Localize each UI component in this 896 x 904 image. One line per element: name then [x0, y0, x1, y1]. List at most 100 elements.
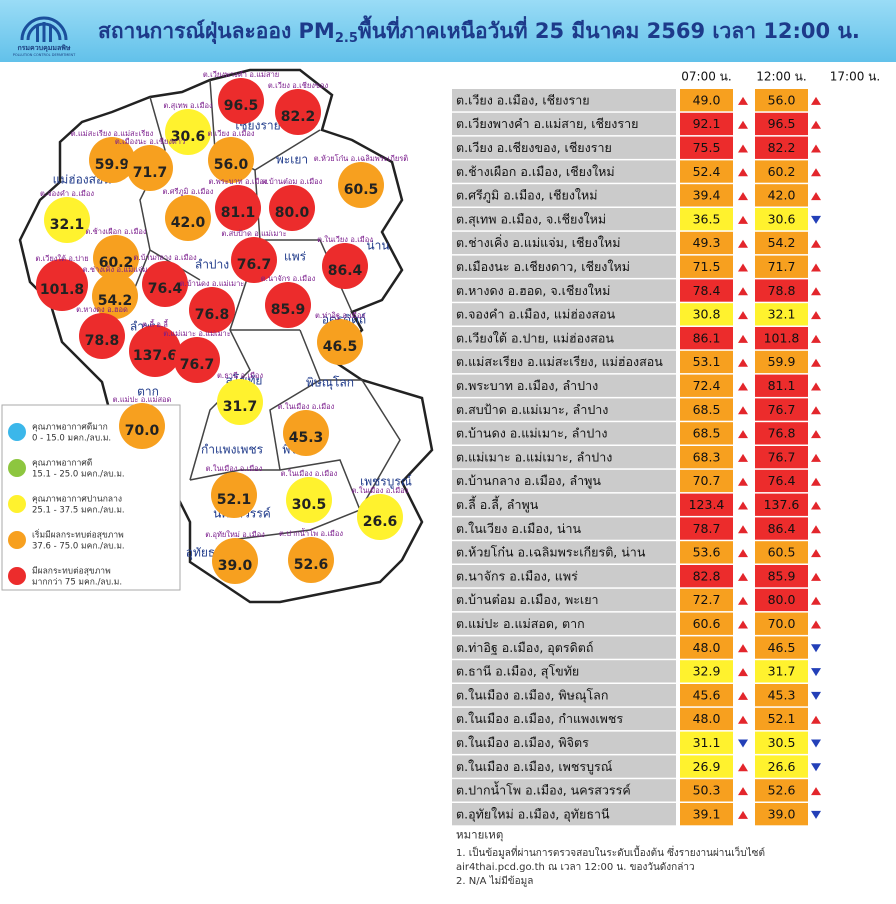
station-cell — [452, 588, 676, 612]
trend-up — [811, 382, 821, 391]
value-text: 76.7 — [768, 402, 796, 417]
bubble-circle — [275, 89, 321, 135]
bubble-circle — [174, 337, 220, 383]
trend-up — [738, 168, 748, 177]
bubble-value: 60.5 — [344, 182, 379, 198]
station-cell — [452, 660, 676, 683]
trend-up — [738, 572, 748, 581]
station-name: ต.ในเมือง อ.เมือง, พิษณุโลก — [456, 687, 608, 703]
value-text: 32.9 — [693, 664, 721, 679]
bubble-circle — [357, 494, 403, 540]
column-header: 07:00 น. — [681, 70, 731, 84]
station-name: ต.ช้างเผือก อ.เมือง, เชียงใหม่ — [456, 164, 615, 179]
title-subscript: 2.5 — [335, 31, 358, 46]
logo-name: กรมควบคุมมลพิษ — [17, 44, 70, 52]
bubble-value: 39.0 — [218, 558, 253, 574]
header-band — [0, 0, 896, 62]
bubble-circle — [269, 185, 315, 231]
bubble-value: 96.5 — [224, 98, 259, 114]
station-cell — [452, 327, 676, 350]
trend-up — [811, 406, 821, 415]
value-cell — [755, 112, 808, 136]
bubble-circle — [265, 282, 311, 328]
station-cell — [452, 684, 676, 707]
value-cell — [680, 517, 733, 540]
legend-swatch — [8, 495, 26, 513]
value-cell — [755, 541, 808, 564]
bubble-circle — [129, 325, 181, 377]
value-text: 26.6 — [768, 759, 796, 774]
value-cell — [680, 255, 733, 278]
trend-up — [811, 168, 821, 177]
trend-up — [811, 311, 821, 320]
value-text: 59.9 — [768, 354, 796, 369]
column-header: 12:00 น. — [756, 70, 806, 84]
bubble-value: 78.8 — [85, 333, 120, 349]
station-name: ต.แม่เมาะ อ.แม่เมาะ, ลำปาง — [456, 449, 612, 464]
station-bubble: ต.ในเมือง อ.เมือง 30.5 — [281, 469, 338, 523]
legend-title: คุณภาพอากาศปานกลาง — [32, 495, 122, 505]
value-text: 71.5 — [693, 259, 721, 274]
trend-up — [811, 453, 821, 462]
province-label: แพร่ — [284, 250, 307, 264]
station-name: ต.บ้านกลาง อ.เมือง, ลำพูน — [456, 473, 601, 489]
station-bubble: ต.เวียง อ.เมือง 56.0 — [207, 129, 255, 183]
value-cell — [680, 660, 733, 683]
value-text: 30.5 — [768, 735, 796, 750]
value-cell — [755, 208, 808, 231]
value-cell — [680, 684, 733, 707]
station-name: ต.ลี้ อ.ลี้, ลำพูน — [456, 495, 539, 513]
value-text: 48.0 — [693, 711, 721, 726]
bubble-circle — [127, 145, 173, 191]
value-text: 52.4 — [693, 164, 721, 179]
bubble-circle — [119, 403, 165, 449]
station-bubble: ต.หางดง อ.ฮอด 78.8 — [76, 305, 128, 359]
station-name: ต.ช่างเคิ่ง อ.แม่แจ่ม, เชียงใหม่ — [456, 234, 621, 250]
province-label: พิษณุโลก — [306, 376, 354, 391]
legend-swatch — [8, 531, 26, 549]
trend-up — [738, 120, 748, 129]
bubble-label: ต.แม่สะเรียง อ.แม่สะเรียง — [71, 129, 154, 138]
trend-up — [811, 715, 821, 724]
bubble-label: ต.ท่าอิฐ อ.เมือง — [315, 311, 365, 320]
station-name: ต.หางดง อ.ฮอด, จ.เชียงใหม่ — [456, 283, 610, 298]
station-bubble: ต.ในเมือง อ.เมือง 26.6 — [352, 486, 409, 540]
value-cell — [755, 684, 808, 707]
bubble-label: ต.ห้วยโก๋น อ.เฉลิมพระเกียรติ — [314, 154, 409, 163]
station-name: ต.เวียง อ.เมือง, เชียงราย — [456, 92, 590, 107]
bubble-label: ต.ศรีภูมิ อ.เมือง — [163, 187, 214, 196]
bubble-value: 31.7 — [223, 399, 258, 415]
bubble-circle — [283, 410, 329, 456]
value-text: 30.6 — [768, 211, 796, 226]
station-name: ต.ในเมือง อ.เมือง, พิจิตร — [456, 735, 589, 750]
value-cell — [680, 350, 733, 374]
bubble-circle — [215, 185, 261, 231]
value-text: 70.0 — [768, 616, 796, 631]
station-cell — [452, 803, 676, 826]
trend-up — [738, 382, 748, 391]
trend-up — [738, 477, 748, 486]
bubble-circle — [36, 259, 88, 311]
station-bubble: ต.จองคำ อ.เมือง 32.1 — [40, 189, 94, 243]
station-bubble: ต.บ้านต๋อม อ.เมือง 80.0 — [262, 177, 323, 231]
value-cell — [680, 565, 733, 588]
bubble-label: ต.ช่างเคิ่ง อ.แม่แจ่ม — [83, 264, 148, 274]
trend-up — [738, 668, 748, 677]
value-text: 78.7 — [693, 521, 721, 536]
value-cell — [680, 160, 733, 183]
legend-range: 25.1 - 37.5 มคก./ลบ.ม. — [32, 506, 125, 516]
value-cell — [680, 112, 733, 136]
value-text: 31.7 — [768, 664, 796, 679]
bubble-value: 46.5 — [323, 339, 358, 355]
station-name: ต.ปากน้ำโพ อ.เมือง, นครสวรรค์ — [456, 781, 631, 798]
station-bubble: ต.แม่เมาะ อ.แม่เมาะ 76.7 — [163, 329, 231, 383]
station-name: ต.แม่สะเรียง อ.แม่สะเรียง, แม่ฮ่องสอน — [456, 354, 663, 369]
station-bubble: ต.แม่ปะ อ.แม่สอด 70.0 — [113, 395, 172, 449]
value-text: 78.4 — [693, 283, 721, 298]
station-cell — [452, 112, 676, 136]
station-bubble: ต.อุทัยใหม่ อ.เมือง 39.0 — [205, 530, 265, 584]
trend-up — [738, 192, 748, 201]
trend-up — [738, 96, 748, 105]
value-cell — [680, 588, 733, 612]
trend-up — [738, 787, 748, 796]
